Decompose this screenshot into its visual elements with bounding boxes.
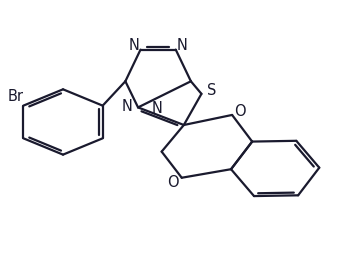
Text: N: N (177, 38, 187, 53)
Text: Br: Br (7, 89, 24, 104)
Text: N: N (152, 101, 163, 116)
Text: O: O (234, 104, 246, 119)
Text: N: N (122, 99, 133, 114)
Text: O: O (167, 175, 179, 190)
Text: S: S (207, 83, 216, 98)
Text: N: N (129, 38, 140, 53)
